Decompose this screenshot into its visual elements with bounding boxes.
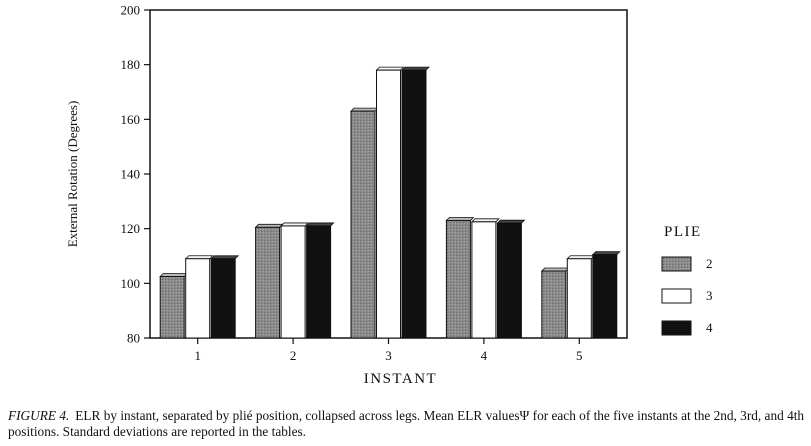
legend-swatch (661, 288, 692, 304)
bar (471, 221, 497, 339)
legend-label: 3 (706, 288, 713, 303)
bar (255, 226, 281, 339)
legend-swatch (661, 256, 692, 272)
bar (376, 69, 401, 339)
bar (445, 219, 471, 339)
legend-item: 4 (661, 320, 713, 336)
bar (210, 258, 236, 339)
bar (541, 270, 567, 339)
y-axis-label: External Rotation (Degrees) (65, 101, 80, 248)
figure-caption: FIGURE 4. ELR by instant, separated by pl… (8, 408, 808, 440)
y-tick-label: 80 (127, 331, 140, 346)
y-tick-label: 160 (121, 112, 141, 127)
bar (280, 225, 306, 339)
legend-label: 2 (706, 256, 713, 271)
x-tick-label: 1 (194, 348, 201, 363)
bar (159, 276, 185, 339)
x-tick-label: 4 (481, 348, 488, 363)
legend-label: 4 (706, 320, 713, 335)
y-tick-label: 100 (121, 276, 141, 291)
legend-item: 3 (661, 288, 713, 304)
bar (350, 110, 376, 339)
x-tick-label: 3 (385, 348, 392, 363)
bar (592, 254, 618, 339)
bar (401, 69, 427, 339)
bar-chart: 80 100 120 140 160 180 200 External Rotation (D… (65, 3, 713, 388)
legend-item: 2 (661, 256, 713, 272)
x-axis-label: INSTANT (364, 371, 437, 387)
figure-label: FIGURE 4. (8, 408, 70, 423)
bar (566, 258, 592, 339)
bar (185, 258, 211, 339)
x-tick-label: 5 (576, 348, 583, 363)
legend-swatch (661, 320, 692, 336)
y-tick-label: 140 (121, 167, 141, 182)
bar (496, 222, 522, 339)
bar (306, 225, 332, 339)
legend-title: PLIE (664, 224, 702, 240)
y-tick-label: 120 (121, 221, 141, 236)
x-tick-label: 2 (290, 348, 297, 363)
caption-text: ELR by instant, separated by plié positi… (8, 408, 805, 439)
y-tick-label: 200 (121, 3, 141, 18)
y-tick-label: 180 (121, 57, 141, 72)
